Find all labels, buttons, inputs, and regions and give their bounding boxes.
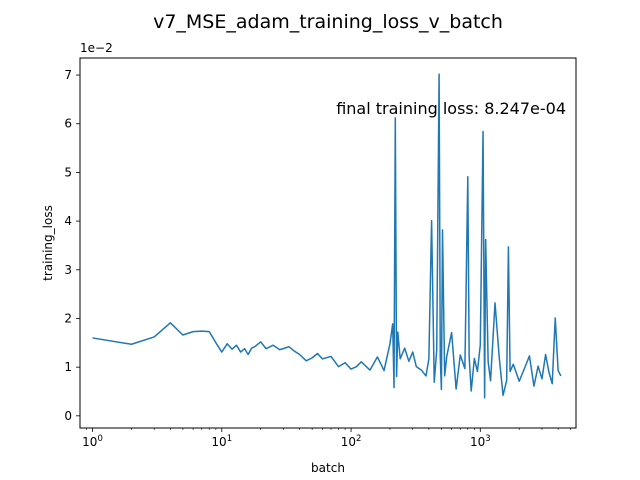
y-tick-label: 6 xyxy=(64,117,72,131)
y-tick-label: 5 xyxy=(64,165,72,179)
x-tick-label: 100 xyxy=(82,434,103,449)
y-axis-ticks: 0 1 2 3 4 5 6 7 xyxy=(64,68,80,423)
chart-title: v7_MSE_adam_training_loss_v_batch xyxy=(153,11,503,33)
y-tick-label: 3 xyxy=(64,263,72,277)
x-axis-ticks: 100 101 102 103 xyxy=(82,428,491,449)
y-tick-label: 7 xyxy=(64,68,72,82)
series-line xyxy=(92,73,562,399)
plot-area xyxy=(80,58,576,428)
y-tick-label: 4 xyxy=(64,214,72,228)
y-axis-offset-text: 1e−2 xyxy=(80,41,113,55)
y-axis-label: training_loss xyxy=(41,205,55,281)
x-tick-label: 103 xyxy=(470,434,491,449)
plot-frame xyxy=(79,57,577,429)
series-group xyxy=(92,73,562,399)
x-tick-label: 101 xyxy=(211,434,232,449)
y-tick-label: 2 xyxy=(64,311,72,325)
y-tick-label: 0 xyxy=(64,409,72,423)
final-loss-annotation: final training loss: 8.247e-04 xyxy=(336,99,566,118)
x-tick-label: 102 xyxy=(341,434,362,449)
x-axis-label: batch xyxy=(311,461,345,475)
y-tick-label: 1 xyxy=(64,360,72,374)
